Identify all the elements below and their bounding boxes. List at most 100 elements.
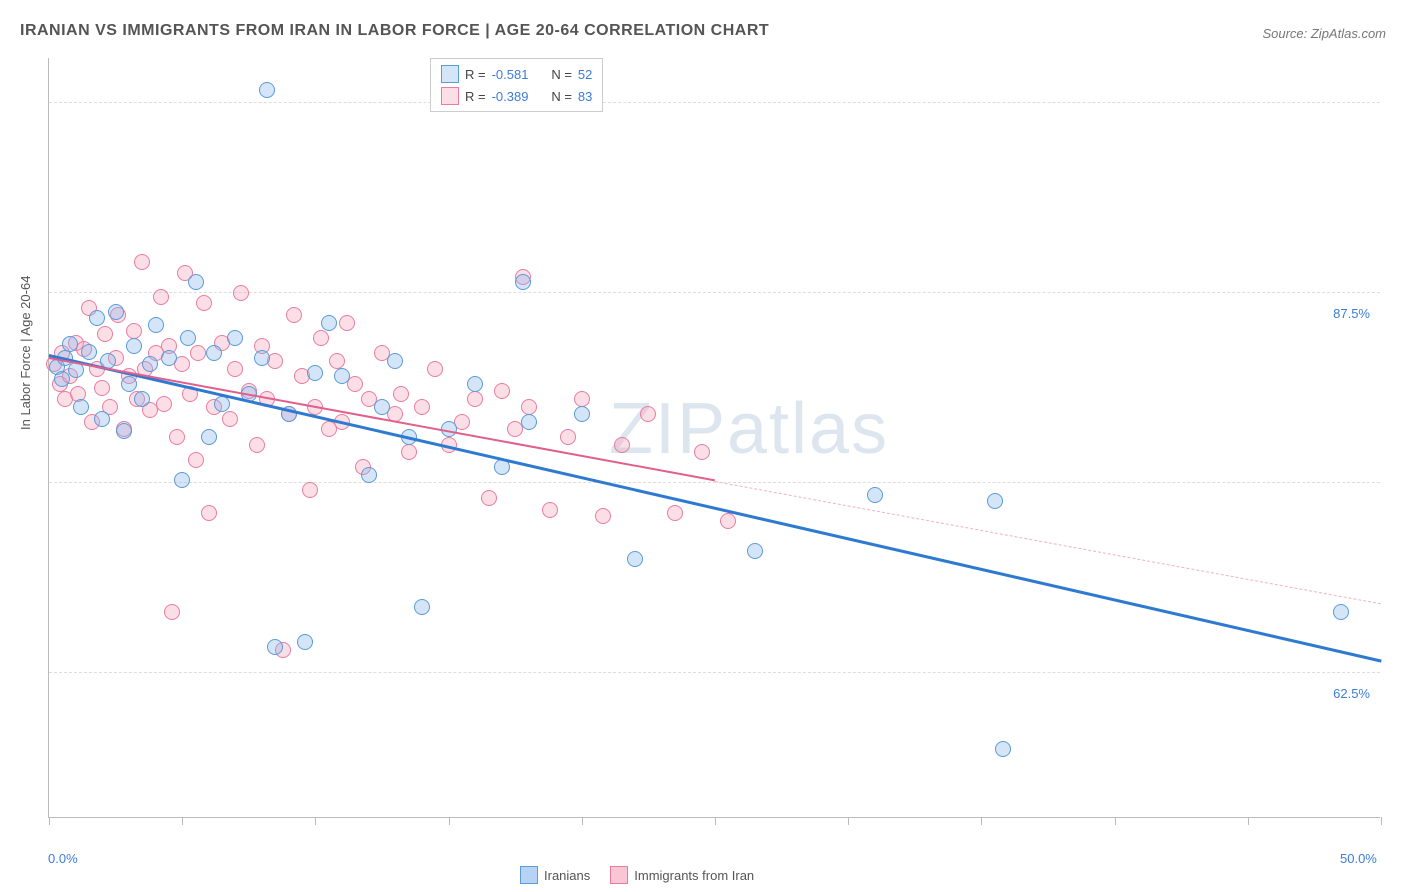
- scatter-point: [640, 406, 656, 422]
- scatter-point: [108, 304, 124, 320]
- x-tick: [182, 817, 183, 825]
- x-tick-label: 0.0%: [48, 851, 78, 866]
- scatter-point: [94, 411, 110, 427]
- scatter-point: [201, 429, 217, 445]
- scatter-point: [574, 391, 590, 407]
- scatter-point: [116, 423, 132, 439]
- scatter-point: [334, 368, 350, 384]
- scatter-point: [148, 317, 164, 333]
- scatter-point: [321, 315, 337, 331]
- x-tick: [848, 817, 849, 825]
- scatter-point: [126, 323, 142, 339]
- legend-swatch: [441, 65, 459, 83]
- y-axis-label: In Labor Force | Age 20-64: [18, 276, 33, 430]
- scatter-point: [467, 391, 483, 407]
- scatter-point: [521, 414, 537, 430]
- scatter-point: [414, 599, 430, 615]
- scatter-point: [134, 391, 150, 407]
- x-tick: [1115, 817, 1116, 825]
- scatter-point: [302, 482, 318, 498]
- legend-row: R = -0.389 N = 83: [441, 85, 592, 107]
- legend-r-label: R =: [465, 89, 486, 104]
- x-tick-label: 50.0%: [1340, 851, 1377, 866]
- scatter-point: [667, 505, 683, 521]
- scatter-point: [190, 345, 206, 361]
- legend-n-value: 83: [578, 89, 592, 104]
- scatter-point: [694, 444, 710, 460]
- scatter-point: [307, 365, 323, 381]
- legend-swatch: [441, 87, 459, 105]
- legend-swatch: [610, 866, 628, 884]
- scatter-point: [196, 295, 212, 311]
- scatter-point: [574, 406, 590, 422]
- scatter-point: [233, 285, 249, 301]
- scatter-point: [521, 399, 537, 415]
- scatter-point: [987, 493, 1003, 509]
- scatter-point: [387, 353, 403, 369]
- legend-swatch: [520, 866, 538, 884]
- legend-n-label: N =: [551, 89, 572, 104]
- y-tick-label: 62.5%: [1333, 686, 1370, 701]
- scatter-point: [627, 551, 643, 567]
- scatter-point: [995, 741, 1011, 757]
- scatter-point: [595, 508, 611, 524]
- scatter-point: [414, 399, 430, 415]
- legend-item: Immigrants from Iran: [610, 866, 754, 884]
- scatter-point: [401, 444, 417, 460]
- scatter-point: [481, 490, 497, 506]
- scatter-point: [222, 411, 238, 427]
- scatter-point: [747, 543, 763, 559]
- scatter-point: [188, 452, 204, 468]
- legend-item: Iranians: [520, 866, 590, 884]
- scatter-point: [97, 326, 113, 342]
- scatter-point: [180, 330, 196, 346]
- gridline: [49, 102, 1380, 103]
- regression-line: [49, 354, 1382, 662]
- scatter-point: [249, 437, 265, 453]
- scatter-point: [297, 634, 313, 650]
- plot-area: ZIPatlas 62.5%87.5%: [48, 58, 1380, 818]
- x-tick: [49, 817, 50, 825]
- scatter-point: [227, 330, 243, 346]
- legend-correlation: R = -0.581 N = 52R = -0.389 N = 83: [430, 58, 603, 112]
- scatter-point: [164, 604, 180, 620]
- scatter-point: [62, 336, 78, 352]
- legend-r-label: R =: [465, 67, 486, 82]
- scatter-point: [393, 386, 409, 402]
- legend-r-value: -0.581: [492, 67, 529, 82]
- scatter-point: [542, 502, 558, 518]
- scatter-point: [206, 345, 222, 361]
- scatter-point: [329, 353, 345, 369]
- scatter-point: [134, 254, 150, 270]
- scatter-point: [161, 350, 177, 366]
- scatter-point: [156, 396, 172, 412]
- scatter-point: [267, 639, 283, 655]
- scatter-point: [374, 399, 390, 415]
- scatter-point: [153, 289, 169, 305]
- scatter-point: [867, 487, 883, 503]
- scatter-point: [214, 396, 230, 412]
- legend-n-value: 52: [578, 67, 592, 82]
- scatter-point: [94, 380, 110, 396]
- scatter-point: [174, 472, 190, 488]
- scatter-point: [614, 437, 630, 453]
- scatter-point: [227, 361, 243, 377]
- scatter-point: [142, 356, 158, 372]
- legend-label: Immigrants from Iran: [634, 868, 754, 883]
- gridline: [49, 672, 1380, 673]
- scatter-point: [81, 344, 97, 360]
- scatter-point: [560, 429, 576, 445]
- scatter-point: [89, 310, 105, 326]
- scatter-point: [339, 315, 355, 331]
- chart-title: IRANIAN VS IMMIGRANTS FROM IRAN IN LABOR…: [20, 22, 769, 40]
- legend-row: R = -0.581 N = 52: [441, 63, 592, 85]
- scatter-point: [169, 429, 185, 445]
- scatter-point: [515, 274, 531, 290]
- x-tick: [981, 817, 982, 825]
- scatter-point: [254, 350, 270, 366]
- regression-line: [49, 358, 715, 482]
- watermark: ZIPatlas: [609, 388, 889, 470]
- legend-series: Iranians Immigrants from Iran: [520, 866, 754, 884]
- scatter-point: [201, 505, 217, 521]
- scatter-point: [427, 361, 443, 377]
